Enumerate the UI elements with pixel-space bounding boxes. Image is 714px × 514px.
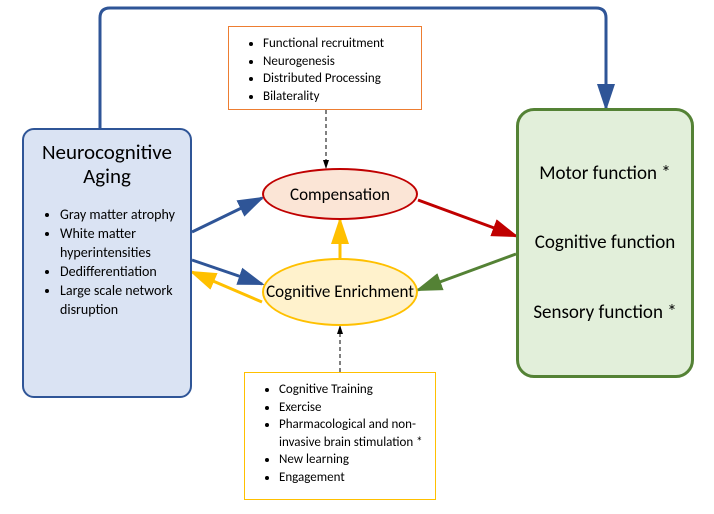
aging-list-item: Gray matter atrophy xyxy=(60,206,176,225)
box-compensation-detail: Functional recruitmentNeurogenesisDistri… xyxy=(228,26,422,110)
aging-list-item: Large scale network disruption xyxy=(60,282,176,320)
function-item: Cognitive function xyxy=(527,231,683,254)
compensation-detail-list: Functional recruitmentNeurogenesisDistri… xyxy=(233,35,417,105)
enrichment-label: Cognitive Enrichment xyxy=(266,283,414,302)
comp-detail-item: Distributed Processing xyxy=(263,70,417,88)
aging-title: Neurocognitive Aging xyxy=(38,140,176,188)
function-item: Motor function * xyxy=(527,162,683,185)
arrow-aging-to-comp xyxy=(192,198,262,232)
box-neurocognitive-aging: Neurocognitive Aging Gray matter atrophy… xyxy=(22,128,192,398)
functions-items: Motor function * Cognitive function Sensor… xyxy=(527,139,683,347)
enrich-detail-item: Cognitive Training xyxy=(279,381,431,399)
compensation-label: Compensation xyxy=(290,184,390,205)
aging-list: Gray matter atrophyWhite matter hyperint… xyxy=(38,206,176,319)
aging-list-item: White matter hyperintensities xyxy=(60,225,176,263)
arrow-aging-to-enrich xyxy=(192,260,262,284)
enrich-detail-item: Exercise xyxy=(279,399,431,417)
aging-list-item: Dedifferentiation xyxy=(60,263,176,282)
ellipse-compensation: Compensation xyxy=(262,168,418,220)
arrow-enrich-to-aging xyxy=(192,272,262,302)
comp-detail-item: Bilaterality xyxy=(263,88,417,106)
enrichment-detail-list: Cognitive TrainingExercisePharmacologica… xyxy=(249,381,431,486)
enrich-detail-item: New learning xyxy=(279,451,431,469)
comp-detail-item: Functional recruitment xyxy=(263,35,417,53)
arrow-enrich-from-func xyxy=(418,254,516,290)
enrich-detail-item: Pharmacological and non-invasive brain s… xyxy=(279,416,431,451)
box-enrichment-detail: Cognitive TrainingExercisePharmacologica… xyxy=(244,372,436,500)
diagram-canvas: Neurocognitive Aging Gray matter atrophy… xyxy=(0,0,714,514)
comp-detail-item: Neurogenesis xyxy=(263,53,417,71)
arrow-comp-to-func xyxy=(418,200,516,236)
function-item: Sensory function * xyxy=(527,301,683,324)
ellipse-enrichment: Cognitive Enrichment xyxy=(262,258,418,326)
enrich-detail-item: Engagement xyxy=(279,469,431,487)
box-functions: Motor function * Cognitive function Sensor… xyxy=(516,108,694,378)
